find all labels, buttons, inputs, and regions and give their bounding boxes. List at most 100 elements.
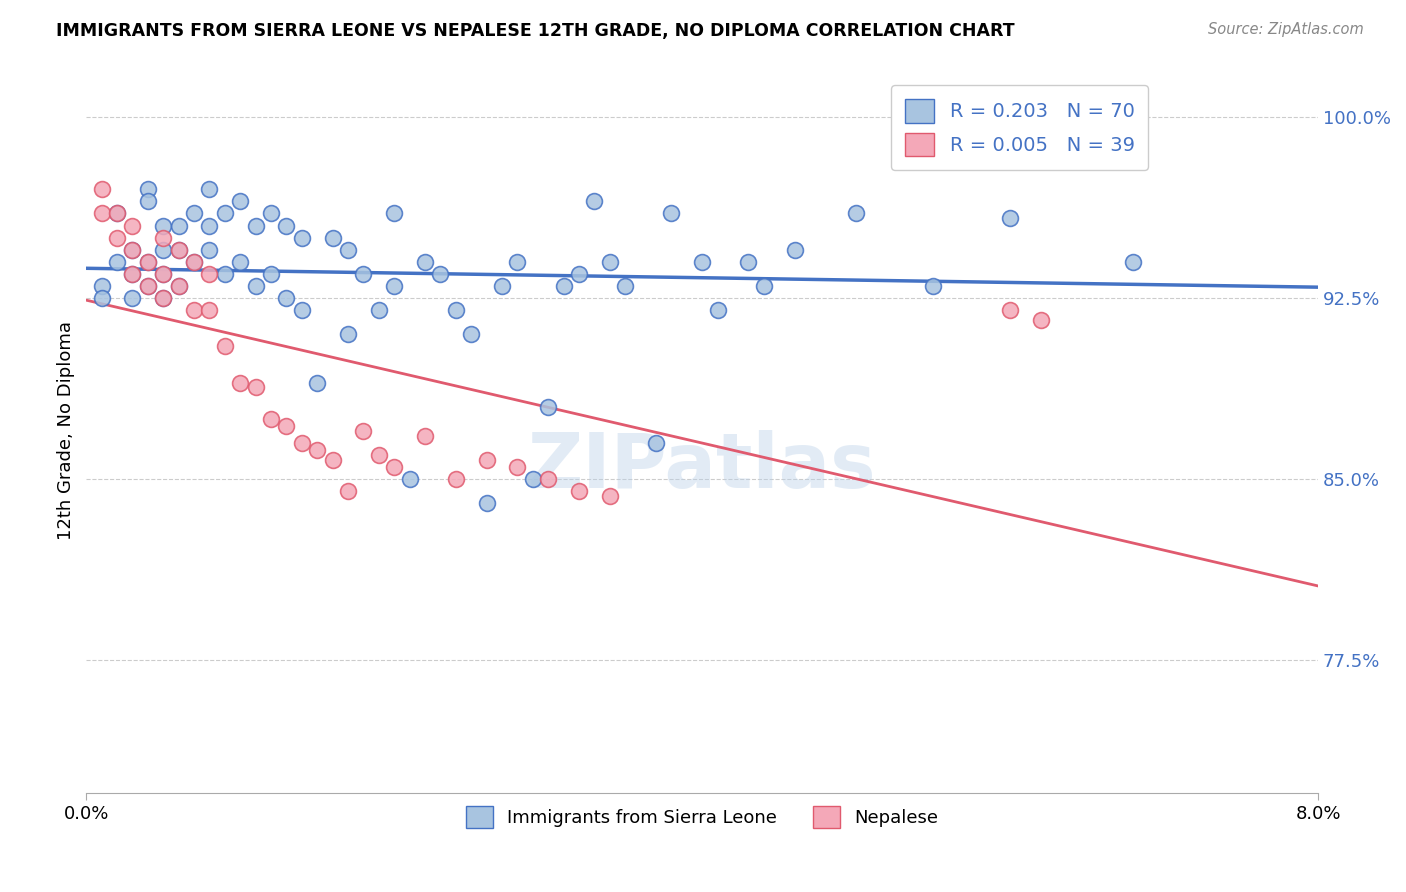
Point — [198, 219, 221, 233]
Point — [475, 453, 498, 467]
Point — [152, 291, 174, 305]
Point — [291, 230, 314, 244]
Point — [260, 206, 283, 220]
Point — [706, 303, 728, 318]
Point — [690, 255, 713, 269]
Point — [537, 400, 560, 414]
Point — [183, 206, 205, 220]
Point — [322, 453, 344, 467]
Point — [183, 255, 205, 269]
Point — [568, 484, 591, 499]
Point — [121, 243, 143, 257]
Point — [152, 230, 174, 244]
Point — [105, 206, 128, 220]
Point — [105, 206, 128, 220]
Point — [136, 279, 159, 293]
Point — [444, 303, 467, 318]
Point — [198, 182, 221, 196]
Point — [998, 211, 1021, 226]
Point — [105, 230, 128, 244]
Point — [307, 443, 329, 458]
Point — [152, 219, 174, 233]
Point — [537, 472, 560, 486]
Text: Source: ZipAtlas.com: Source: ZipAtlas.com — [1208, 22, 1364, 37]
Point — [198, 267, 221, 281]
Point — [398, 472, 420, 486]
Point — [645, 436, 668, 450]
Point — [382, 460, 405, 475]
Point — [1122, 255, 1144, 269]
Point — [506, 255, 529, 269]
Point — [152, 267, 174, 281]
Text: ZIPatlas: ZIPatlas — [527, 430, 876, 504]
Point — [783, 243, 806, 257]
Point — [444, 472, 467, 486]
Point — [367, 303, 389, 318]
Point — [90, 206, 112, 220]
Point — [152, 291, 174, 305]
Point — [121, 243, 143, 257]
Point — [291, 303, 314, 318]
Text: IMMIGRANTS FROM SIERRA LEONE VS NEPALESE 12TH GRADE, NO DIPLOMA CORRELATION CHAR: IMMIGRANTS FROM SIERRA LEONE VS NEPALESE… — [56, 22, 1015, 40]
Point — [229, 194, 252, 209]
Point — [183, 255, 205, 269]
Point — [998, 303, 1021, 318]
Point — [737, 255, 759, 269]
Point — [152, 243, 174, 257]
Point — [413, 255, 436, 269]
Point — [307, 376, 329, 390]
Point — [382, 279, 405, 293]
Point — [90, 291, 112, 305]
Point — [167, 279, 190, 293]
Point — [599, 489, 621, 503]
Point — [167, 279, 190, 293]
Point — [260, 412, 283, 426]
Y-axis label: 12th Grade, No Diploma: 12th Grade, No Diploma — [58, 321, 75, 541]
Point — [245, 219, 267, 233]
Point — [167, 243, 190, 257]
Point — [136, 182, 159, 196]
Point — [136, 279, 159, 293]
Point — [337, 327, 360, 342]
Point — [229, 376, 252, 390]
Point — [121, 291, 143, 305]
Point — [245, 279, 267, 293]
Point — [661, 206, 683, 220]
Point — [276, 419, 298, 434]
Point — [198, 303, 221, 318]
Point — [367, 448, 389, 462]
Point — [167, 219, 190, 233]
Point — [245, 380, 267, 394]
Point — [522, 472, 544, 486]
Point — [752, 279, 775, 293]
Point — [553, 279, 575, 293]
Point — [121, 267, 143, 281]
Point — [1076, 114, 1098, 128]
Point — [429, 267, 451, 281]
Point — [353, 424, 375, 438]
Point — [276, 219, 298, 233]
Point — [475, 496, 498, 510]
Point — [121, 219, 143, 233]
Point — [105, 255, 128, 269]
Point — [583, 194, 606, 209]
Point — [90, 182, 112, 196]
Point — [136, 255, 159, 269]
Point — [121, 267, 143, 281]
Point — [136, 194, 159, 209]
Point — [353, 267, 375, 281]
Point — [322, 230, 344, 244]
Legend: Immigrants from Sierra Leone, Nepalese: Immigrants from Sierra Leone, Nepalese — [458, 798, 946, 835]
Point — [229, 255, 252, 269]
Point — [291, 436, 314, 450]
Point — [922, 279, 945, 293]
Point — [1029, 313, 1052, 327]
Point — [491, 279, 513, 293]
Point — [260, 267, 283, 281]
Point — [506, 460, 529, 475]
Point — [214, 206, 236, 220]
Point — [460, 327, 482, 342]
Point — [198, 243, 221, 257]
Point — [214, 339, 236, 353]
Point — [152, 267, 174, 281]
